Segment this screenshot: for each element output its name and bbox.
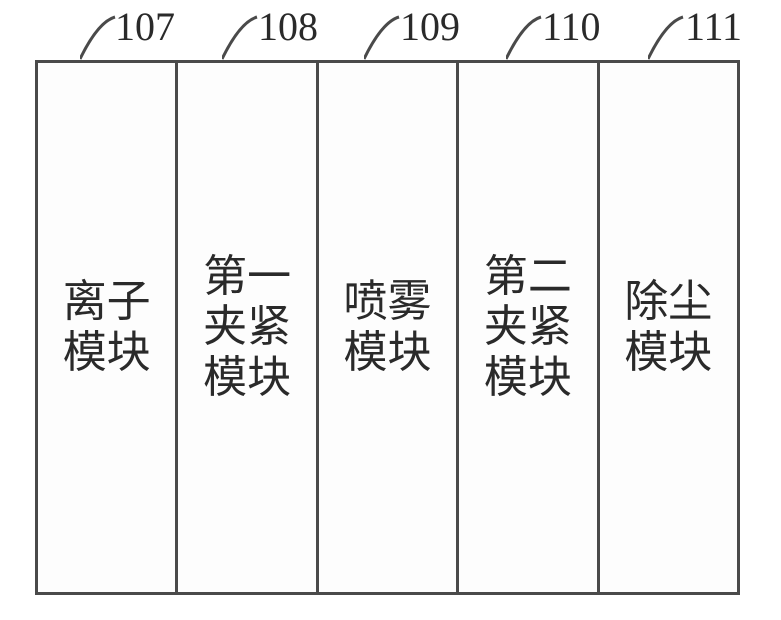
callout-line-108 — [222, 14, 262, 64]
module-box-108: 第一夹紧模块 — [178, 63, 318, 592]
module-row: 离子模块 第一夹紧模块 喷雾模块 第二夹紧模块 除尘模块 — [35, 60, 740, 595]
callout-109: 109 — [400, 3, 460, 50]
module-label-107: 离子模块 — [58, 277, 155, 378]
module-box-109: 喷雾模块 — [319, 63, 459, 592]
module-label-111: 除尘模块 — [620, 277, 717, 378]
module-box-111: 除尘模块 — [600, 63, 737, 592]
module-box-110: 第二夹紧模块 — [459, 63, 599, 592]
callout-line-109 — [364, 14, 404, 64]
callout-line-110 — [506, 14, 546, 64]
callout-108: 108 — [258, 3, 318, 50]
callout-110: 110 — [542, 3, 601, 50]
callout-line-111 — [648, 14, 688, 64]
module-box-107: 离子模块 — [38, 63, 178, 592]
callout-line-107 — [80, 14, 120, 64]
module-label-110: 第二夹紧模块 — [480, 252, 577, 404]
module-label-109: 喷雾模块 — [339, 277, 436, 378]
module-label-108: 第一夹紧模块 — [199, 252, 296, 404]
callout-107: 107 — [115, 3, 175, 50]
callout-111: 111 — [685, 3, 742, 50]
